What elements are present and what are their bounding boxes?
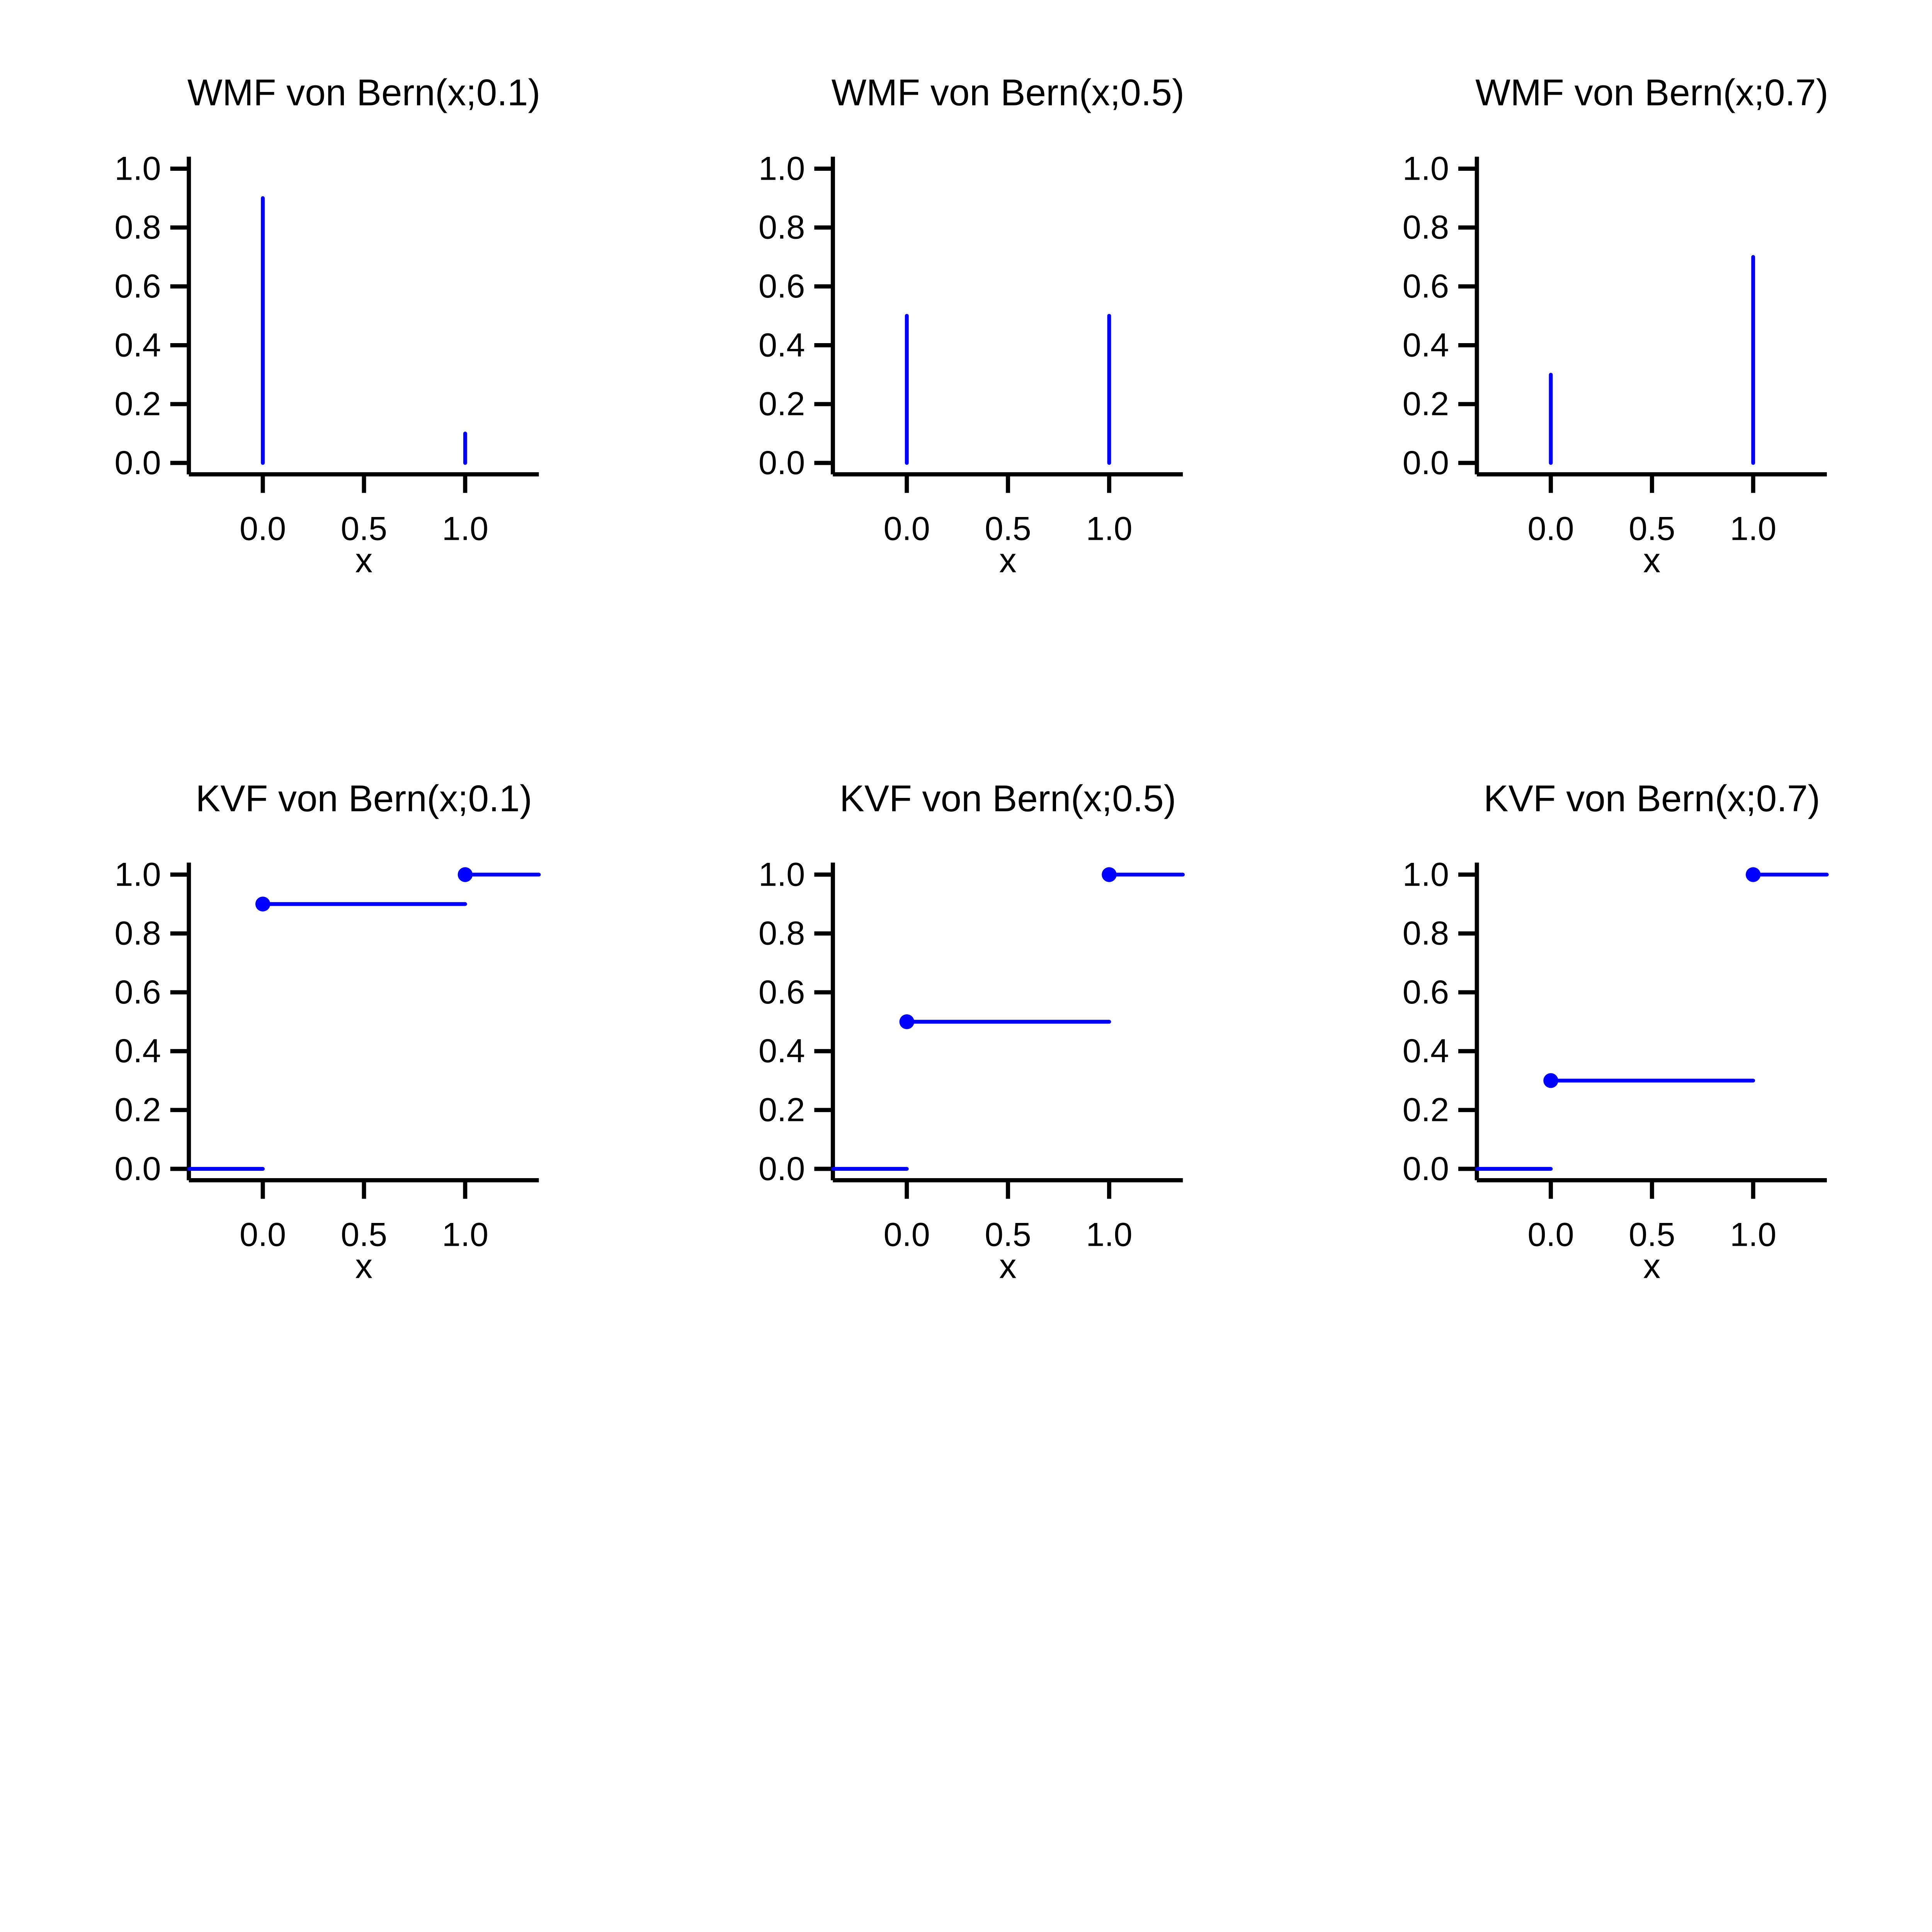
y-tick-label: 1.0 — [759, 150, 805, 187]
y-tick-label: 0.2 — [759, 386, 805, 423]
y-tick-label: 0.0 — [1403, 444, 1449, 481]
subplot-wmf-p0.5: 0.0 0.5 1.0 0.0 0.2 0.4 0.6 0.8 1.0 WMF von Bern(… — [759, 72, 1184, 580]
x-axis-label: x — [355, 1247, 372, 1286]
y-tick-label: 0.2 — [1403, 1092, 1449, 1129]
x-tick-label: 0.5 — [1629, 510, 1675, 547]
y-tick-label: 0.2 — [114, 386, 161, 423]
y-tick-label: 0.6 — [1403, 974, 1449, 1011]
subplot-kvf-p0.7: 0.0 0.5 1.0 0.0 0.2 0.4 0.6 0.8 1.0 KVF von Bern(… — [1403, 778, 1829, 1286]
y-tick-label: 1.0 — [1403, 856, 1449, 893]
x-tick-label: 0.5 — [985, 1216, 1031, 1253]
x-tick-label: 1.0 — [1086, 510, 1132, 547]
x-tick-label: 0.0 — [884, 1216, 930, 1253]
subplot-wmf-p0.1: 0.0 0.5 1.0 0.0 0.2 0.4 0.6 0.8 1.0 WMF von Bern(… — [114, 72, 540, 580]
y-tick-label: 1.0 — [114, 150, 161, 187]
x-tick-label: 1.0 — [1730, 1216, 1776, 1253]
y-tick-label: 0.4 — [114, 327, 161, 364]
y-tick-label: 0.0 — [759, 1150, 805, 1187]
subplot-kvf-p0.5: 0.0 0.5 1.0 0.0 0.2 0.4 0.6 0.8 1.0 KVF von Bern(… — [759, 778, 1185, 1286]
x-tick-label: 0.0 — [1527, 510, 1574, 547]
y-tick-label: 0.4 — [1403, 1032, 1449, 1070]
y-tick-label: 1.0 — [1403, 150, 1449, 187]
x-tick-label: 0.5 — [1629, 1216, 1675, 1253]
y-tick-label: 0.8 — [114, 915, 161, 952]
subplot-title: WMF von Bern(x;0.1) — [187, 72, 541, 113]
subplot-kvf-p0.1: 0.0 0.5 1.0 0.0 0.2 0.4 0.6 0.8 1.0 KVF von Bern(… — [114, 778, 541, 1286]
x-tick-label: 0.5 — [341, 510, 387, 547]
x-axis-label: x — [1643, 1247, 1661, 1286]
figure-canvas: 0.0 0.5 1.0 0.0 0.2 0.4 0.6 0.8 1.0 WMF von Bern(… — [114, 72, 1829, 1286]
y-tick-label: 0.6 — [114, 974, 161, 1011]
subplot-title: WMF von Bern(x;0.7) — [1475, 72, 1828, 113]
subplot-title: KVF von Bern(x;0.5) — [840, 778, 1176, 819]
x-tick-label: 1.0 — [1730, 510, 1776, 547]
subplot-wmf-p0.7: 0.0 0.5 1.0 0.0 0.2 0.4 0.6 0.8 1.0 WMF von Bern(… — [1403, 72, 1828, 580]
cdf-step-dot — [899, 1014, 915, 1029]
y-tick-label: 0.6 — [759, 974, 805, 1011]
y-tick-label: 0.0 — [114, 1150, 161, 1187]
x-tick-label: 0.0 — [884, 510, 930, 547]
y-tick-label: 1.0 — [114, 856, 161, 893]
subplot-title: KVF von Bern(x;0.1) — [196, 778, 532, 819]
y-tick-label: 0.6 — [114, 268, 161, 305]
y-tick-label: 0.2 — [1403, 386, 1449, 423]
y-tick-label: 0.2 — [114, 1092, 161, 1129]
y-tick-label: 0.8 — [759, 915, 805, 952]
subplot-title: KVF von Bern(x;0.7) — [1484, 778, 1820, 819]
y-tick-label: 0.0 — [1403, 1150, 1449, 1187]
subplot-title: WMF von Bern(x;0.5) — [832, 72, 1185, 113]
x-axis-label: x — [999, 541, 1017, 580]
x-tick-label: 0.0 — [1527, 1216, 1574, 1253]
y-tick-label: 0.6 — [759, 268, 805, 305]
cdf-step-dot — [255, 896, 270, 912]
y-tick-label: 0.4 — [114, 1032, 161, 1070]
x-axis-label: x — [1643, 541, 1661, 580]
y-tick-label: 0.4 — [1403, 327, 1449, 364]
y-tick-label: 1.0 — [759, 856, 805, 893]
x-tick-label: 1.0 — [442, 1216, 488, 1253]
y-tick-label: 0.0 — [114, 444, 161, 481]
x-tick-label: 0.5 — [985, 510, 1031, 547]
x-tick-label: 1.0 — [442, 510, 488, 547]
x-tick-label: 0.0 — [240, 510, 286, 547]
y-tick-label: 0.8 — [1403, 209, 1449, 246]
cdf-step-dot — [457, 867, 473, 882]
x-tick-label: 1.0 — [1086, 1216, 1132, 1253]
cdf-step-dot — [1745, 867, 1761, 882]
cdf-step-dot — [1102, 867, 1117, 882]
y-tick-label: 0.4 — [759, 1032, 805, 1070]
y-tick-label: 0.8 — [114, 209, 161, 246]
x-axis-label: x — [999, 1247, 1017, 1286]
cdf-step-dot — [1543, 1073, 1558, 1088]
y-tick-label: 0.8 — [1403, 915, 1449, 952]
y-tick-label: 0.6 — [1403, 268, 1449, 305]
x-axis-label: x — [355, 541, 372, 580]
x-tick-label: 0.5 — [341, 1216, 387, 1253]
bernoulli-distribution-figure: 0.0 0.5 1.0 0.0 0.2 0.4 0.6 0.8 1.0 WMF von Bern(… — [114, 72, 1829, 1286]
y-tick-label: 0.4 — [759, 327, 805, 364]
y-tick-label: 0.2 — [759, 1092, 805, 1129]
x-tick-label: 0.0 — [240, 1216, 286, 1253]
y-tick-label: 0.8 — [759, 209, 805, 246]
y-tick-label: 0.0 — [759, 444, 805, 481]
